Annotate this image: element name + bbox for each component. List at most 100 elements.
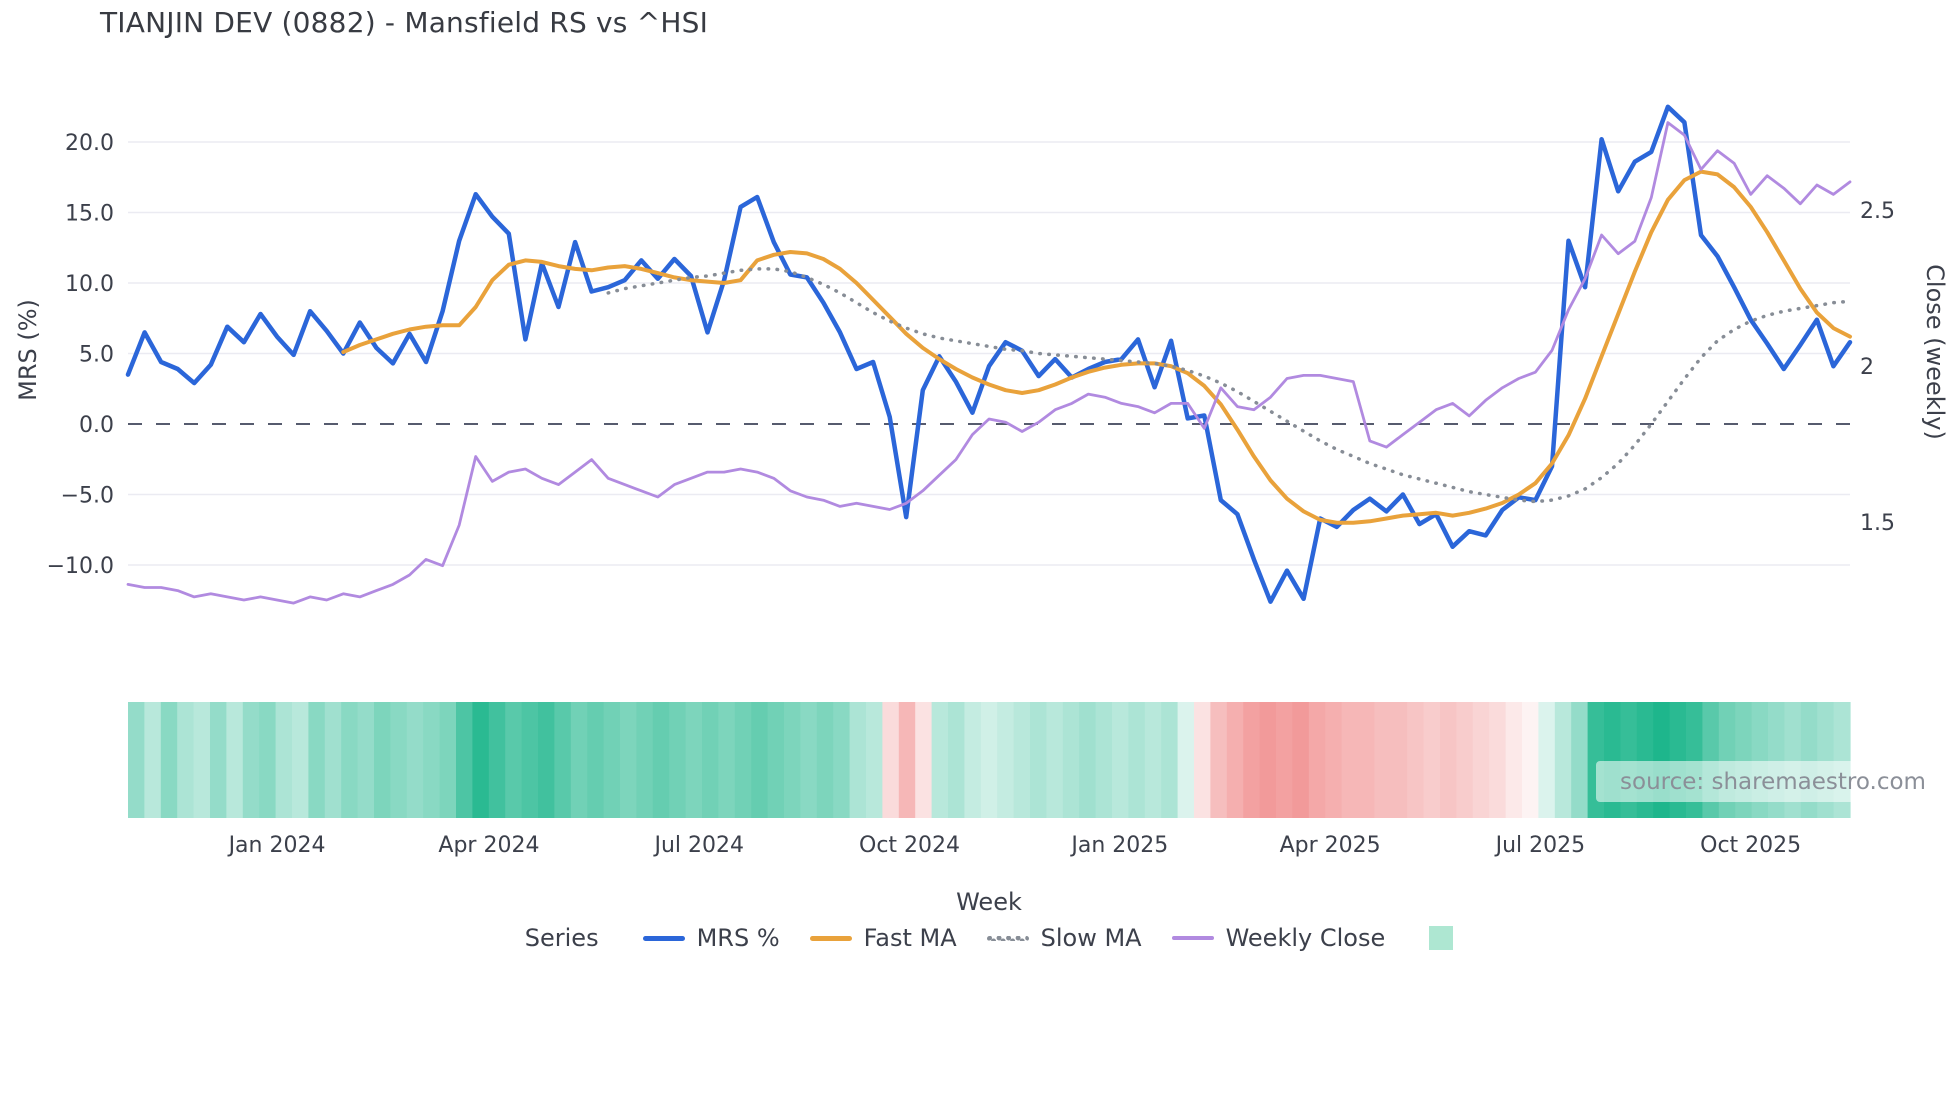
legend-item-mrs[interactable]: MRS % — [642, 924, 780, 952]
heatmap-cell — [1554, 702, 1572, 818]
heatmap-cell — [866, 702, 883, 818]
heatmap-cell — [472, 702, 490, 818]
weekly-close-line — [126, 121, 1852, 605]
heatmap-cell — [751, 702, 769, 818]
heatmap-cell — [948, 702, 965, 818]
slow-ma-line-swatch — [986, 935, 1029, 941]
x-axis-tick-label: Jan 2025 — [1069, 833, 1168, 858]
heatmap-cell — [292, 702, 309, 818]
heatmap-cell — [488, 702, 506, 818]
heatmap-cell — [128, 702, 145, 818]
source-watermark: source: sharemaestro.com — [1596, 761, 1950, 802]
chart-title: TIANJIN DEV (0882) - Mansfield RS vs ^HS… — [100, 6, 709, 39]
heatmap-cell — [685, 702, 703, 818]
heatmap-cell — [1062, 702, 1080, 818]
heatmap-cell — [1325, 702, 1343, 818]
heatmap-cell — [1276, 702, 1293, 818]
legend-item-weekly-close[interactable]: Weekly Close — [1171, 924, 1386, 952]
heatmap-cell — [1013, 702, 1031, 818]
mrs--line — [125, 104, 1853, 604]
heatmap-cell — [193, 702, 211, 818]
heatmap-cell — [390, 702, 408, 818]
legend-item-label: Slow MA — [1040, 924, 1142, 952]
heatmap-cell — [1522, 702, 1539, 818]
heatmap-cell — [521, 702, 539, 818]
mrs-line-swatch — [642, 935, 685, 941]
heatmap-cell — [718, 702, 736, 818]
heatmap-cell — [210, 702, 227, 818]
heatmap-cell — [456, 702, 473, 818]
heatmap-cell — [1046, 702, 1064, 818]
heatmap-cell — [931, 702, 949, 818]
heatmap-cell — [1505, 702, 1523, 818]
y-axis-left-tick-label: 15.0 — [65, 202, 114, 227]
heatmap-cell — [1472, 702, 1490, 818]
heatmap-cell — [308, 702, 326, 818]
legend-item-label: Fast MA — [863, 924, 957, 952]
heatmap-cell — [603, 702, 621, 818]
heatmap-cell — [800, 702, 818, 818]
fast-ma-line-swatch — [809, 935, 852, 941]
heatmap-cell — [1194, 702, 1211, 818]
y-axis-left-tick-label: −5.0 — [61, 484, 114, 509]
heatmap-cell — [1128, 702, 1146, 818]
heatmap-cell — [882, 702, 900, 818]
heatmap-cell — [1030, 702, 1047, 818]
y-axis-right-tick-label: 2 — [1860, 355, 1874, 380]
heatmap-cell — [1226, 702, 1244, 818]
x-axis-tick-label: Jan 2024 — [227, 833, 326, 858]
heatmap-cell — [1407, 702, 1425, 818]
heatmap-cell — [439, 702, 457, 818]
heatmap-cell — [1489, 702, 1507, 818]
y-axis-right-title: Close (weekly) — [1921, 264, 1949, 440]
y-axis-left-tick-label: 0.0 — [79, 413, 114, 438]
heatmap-cell — [1456, 702, 1474, 818]
x-axis-tick-label: Oct 2025 — [1700, 833, 1801, 858]
heatmap-cell — [1571, 702, 1589, 818]
x-axis-tick-label: Jul 2025 — [1494, 833, 1586, 858]
y-axis-right-tick-label: 1.5 — [1860, 511, 1895, 536]
heatmap-cell — [1440, 702, 1457, 818]
heatmap-legend-swatch[interactable] — [1429, 926, 1454, 950]
heatmap-cell — [1538, 702, 1556, 818]
heatmap-cell — [554, 702, 572, 818]
weekly-close-line-swatch — [1171, 936, 1214, 940]
heatmap-cell — [160, 702, 178, 818]
heatmap-cell — [652, 702, 670, 818]
slow-ma-line — [606, 267, 1852, 504]
heatmap-cell — [915, 702, 933, 818]
heatmap-cell — [1210, 702, 1228, 818]
y-axis-left-tick-label: 10.0 — [65, 272, 114, 297]
legend-item-fast-ma[interactable]: Fast MA — [809, 924, 957, 952]
legend-item-label: Weekly Close — [1225, 924, 1386, 952]
heatmap-cell — [226, 702, 244, 818]
heatmap-cell — [177, 702, 195, 818]
heatmap-cell — [423, 702, 441, 818]
heatmap-cell — [324, 702, 342, 818]
x-axis-tick-label: Oct 2024 — [859, 833, 960, 858]
heatmap-cell — [374, 702, 391, 818]
y-axis-left-tick-label: 20.0 — [65, 131, 114, 156]
heatmap-cell — [259, 702, 277, 818]
fast-ma-line — [341, 169, 1852, 525]
heatmap-cell — [1358, 702, 1375, 818]
legend-item-slow-ma[interactable]: Slow MA — [986, 924, 1142, 952]
y-axis-left-tick-label: −10.0 — [47, 554, 114, 579]
heatmap-cell — [242, 702, 260, 818]
heatmap-cell — [669, 702, 687, 818]
heatmap-cell — [1144, 702, 1162, 818]
heatmap-cell — [816, 702, 834, 818]
heatmap-cell — [849, 702, 867, 818]
heatmap-cell — [980, 702, 998, 818]
heatmap-cell — [734, 702, 752, 818]
legend-title: Series — [524, 924, 599, 952]
heatmap-cell — [275, 702, 293, 818]
y-axis-right-tick-label: 2.5 — [1860, 199, 1895, 224]
heatmap-cell — [587, 702, 605, 818]
heatmap-cell — [997, 702, 1015, 818]
heatmap-cell — [702, 702, 719, 818]
heatmap-cell — [784, 702, 801, 818]
y-axis-left-tick-label: 5.0 — [79, 343, 114, 368]
legend-item-label: MRS % — [696, 924, 780, 952]
chart-legend: Series MRS % Fast MA Slow MA Weekly Clos… — [0, 924, 1960, 952]
